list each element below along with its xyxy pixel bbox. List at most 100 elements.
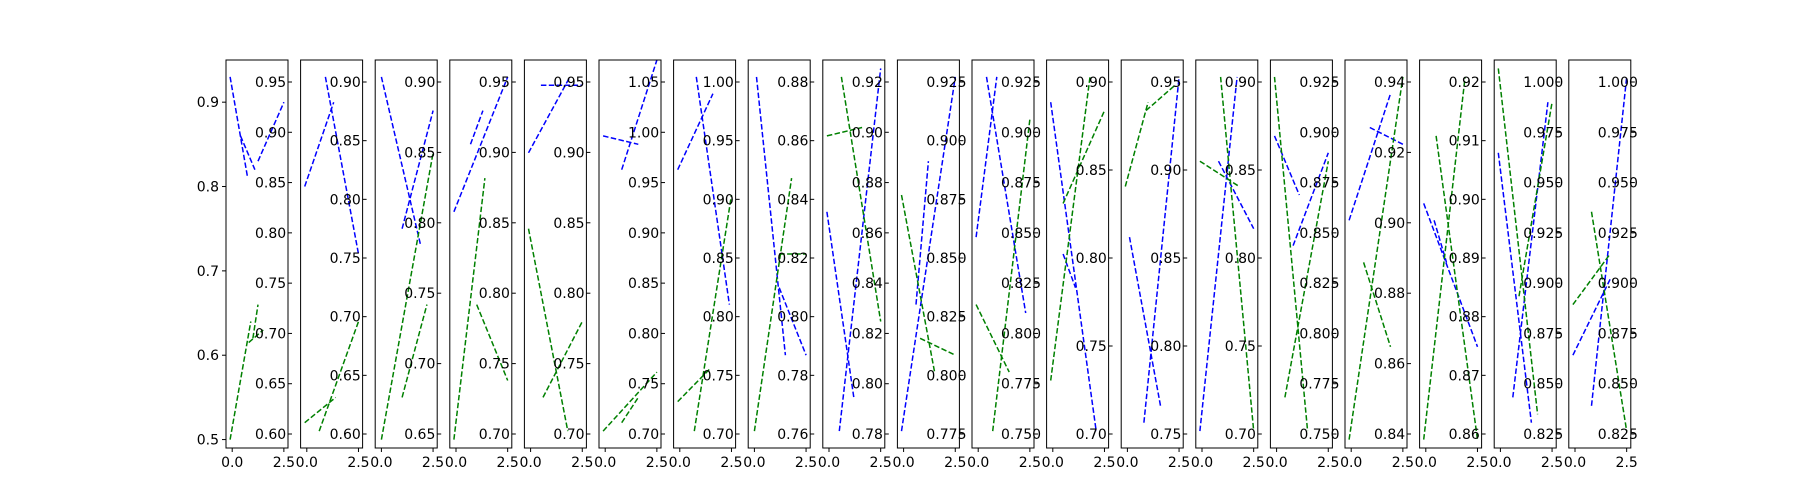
panel-17: 0.0 2.5 0.86 0.87 0.88 0.89 0.90 0.91 0.92 <box>1415 59 1489 471</box>
series-green-line-1 <box>380 152 434 440</box>
y-tick-label-right: 0.80 <box>703 310 734 326</box>
y-tick-label-right: 0.86 <box>1374 357 1405 373</box>
series-green-line-2 <box>1590 211 1628 432</box>
y-tick-label-right: 0.775 <box>1001 377 1041 393</box>
y-tick-label-right: 0.90 <box>404 75 435 91</box>
y-tick-label-right: 0.875 <box>1299 176 1339 192</box>
y-tick-label-right: 0.70 <box>553 427 584 443</box>
y-tick-label-right: 0.95 <box>255 75 286 91</box>
y-tick-label-right: 0.80 <box>1076 251 1107 267</box>
series-green-line-2 <box>401 304 428 398</box>
series-green-line-2 <box>1435 135 1479 440</box>
y-tick-label-right: 0.75 <box>404 286 435 302</box>
series-blue-line-1 <box>1273 135 1300 196</box>
y-tick-label-right: 0.88 <box>777 75 808 91</box>
y-tick-label-right: 0.900 <box>1523 276 1563 292</box>
y-tick-label-right: 0.925 <box>926 75 966 91</box>
x-tick-label: 2.5 <box>1243 455 1265 471</box>
series-blue-line-2 <box>1143 76 1180 423</box>
x-tick-label: 2.5 <box>1168 455 1190 471</box>
panel-8: 0.0 2.5 0.76 0.78 0.80 0.82 0.84 0.86 0.88 <box>743 59 817 471</box>
series-blue-line-2 <box>1512 102 1549 398</box>
y-tick-label-left: 0.9 <box>197 95 219 111</box>
y-tick-label-right: 0.850 <box>926 251 966 267</box>
y-tick-label-right: 0.88 <box>1449 310 1480 326</box>
x-tick-label: 0.0 <box>669 455 691 471</box>
axes-frame <box>971 59 1035 449</box>
series-blue-line-2 <box>985 76 1027 314</box>
y-tick-label-right: 0.65 <box>255 377 286 393</box>
y-tick-label-right: 0.875 <box>1001 176 1041 192</box>
series-blue-line-2 <box>324 76 360 255</box>
y-tick-label-right: 0.85 <box>1225 163 1256 179</box>
x-tick-label: 0.0 <box>743 455 765 471</box>
series-green-line-1 <box>1124 102 1149 187</box>
series-blue-line-1 <box>677 93 714 171</box>
panel-11: 0.0 2.5 0.750 0.775 0.800 0.825 0.850 0.875 0.90… <box>967 59 1041 471</box>
y-tick-label-right: 0.82 <box>852 326 883 342</box>
series-green-line-1 <box>1497 68 1539 415</box>
series-green-line-1 <box>602 371 658 432</box>
x-tick-label: 0.0 <box>519 455 541 471</box>
panel-14: 0.0 2.5 0.70 0.75 0.80 0.85 0.90 <box>1191 59 1265 471</box>
y-tick-label-right: 0.78 <box>852 427 883 443</box>
series-blue-line-1 <box>826 211 855 398</box>
panel-12: 0.0 2.5 0.70 0.75 0.80 0.85 0.90 <box>1042 59 1116 471</box>
x-tick-label: 2.5 <box>944 455 966 471</box>
y-tick-label-right: 0.75 <box>1150 427 1181 443</box>
x-tick-label: 0.0 <box>1265 455 1287 471</box>
y-tick-label-right: 0.900 <box>1001 125 1041 141</box>
panel-15: 0.0 2.5 0.750 0.775 0.800 0.825 0.850 0.875 0.90… <box>1265 59 1339 471</box>
axes-frame <box>822 59 886 449</box>
y-tick-label-right: 0.90 <box>330 75 361 91</box>
series-green-line-2 <box>1284 161 1330 398</box>
y-tick-label-right: 0.92 <box>1449 75 1480 91</box>
series-green-line-2 <box>542 321 583 398</box>
series-blue-line-2 <box>778 287 807 356</box>
y-tick-label-right: 0.92 <box>852 75 883 91</box>
x-tick-label: 0.0 <box>967 455 989 471</box>
series-green-line-2 <box>248 329 264 344</box>
series-blue-line-1 <box>975 76 998 238</box>
series-blue-line-1 <box>755 76 787 356</box>
series-green-line-1 <box>900 194 936 373</box>
panel-10: 0.0 2.5 0.775 0.800 0.825 0.850 0.875 0.900 0.92… <box>892 59 966 471</box>
x-tick-label: 0.0 <box>1564 455 1586 471</box>
y-tick-label-right: 0.825 <box>1299 276 1339 292</box>
series-green-line-1 <box>1572 253 1611 306</box>
series-blue-line-1 <box>380 76 422 246</box>
y-tick-label-right: 0.90 <box>479 145 510 161</box>
series-blue-line-2 <box>1292 152 1330 246</box>
axes-frame <box>1344 59 1408 449</box>
series-blue-line-2 <box>1062 253 1077 288</box>
y-tick-label-right: 0.925 <box>1598 226 1638 242</box>
y-tick-label-right: 0.85 <box>330 134 361 150</box>
y-tick-label-right: 0.90 <box>703 192 734 208</box>
panel-1: 0.0 2.5 0.5 0.6 0.7 0.8 0.9 0.60 0.65 0.70 0.75 0.8… <box>197 59 295 471</box>
y-tick-label-right: 0.85 <box>255 176 286 192</box>
y-tick-label-right: 0.88 <box>852 176 883 192</box>
y-tick-label-right: 0.80 <box>255 226 286 242</box>
series-green-line-2 <box>919 337 956 356</box>
x-tick-label: 2.5 <box>646 455 668 471</box>
series-blue-line-2 <box>1217 160 1255 230</box>
axes-frame <box>300 59 364 449</box>
series-green-line-1 <box>975 304 1010 373</box>
y-tick-label-left: 0.6 <box>197 348 219 364</box>
x-tick-label: 0.0 <box>1415 455 1437 471</box>
y-tick-label-right: 0.825 <box>1598 427 1638 443</box>
y-tick-label-right: 0.80 <box>553 286 584 302</box>
y-tick-label-right: 0.90 <box>1374 216 1405 232</box>
series-blue-line-2 <box>695 76 731 305</box>
x-tick-label: 2.5 <box>1019 455 1041 471</box>
y-tick-label-right: 0.70 <box>255 326 286 342</box>
x-tick-label: 2.5 <box>1392 455 1414 471</box>
y-tick-label-right: 0.90 <box>1150 163 1181 179</box>
y-tick-label-right: 1.05 <box>628 75 659 91</box>
y-tick-label-right: 0.80 <box>852 377 883 393</box>
series-blue-line-1 <box>1049 102 1097 432</box>
y-tick-label-right: 0.90 <box>553 145 584 161</box>
y-tick-label-right: 1.000 <box>1598 75 1638 91</box>
y-tick-label-right: 0.86 <box>777 134 808 150</box>
x-tick-label: 0.0 <box>1191 455 1213 471</box>
